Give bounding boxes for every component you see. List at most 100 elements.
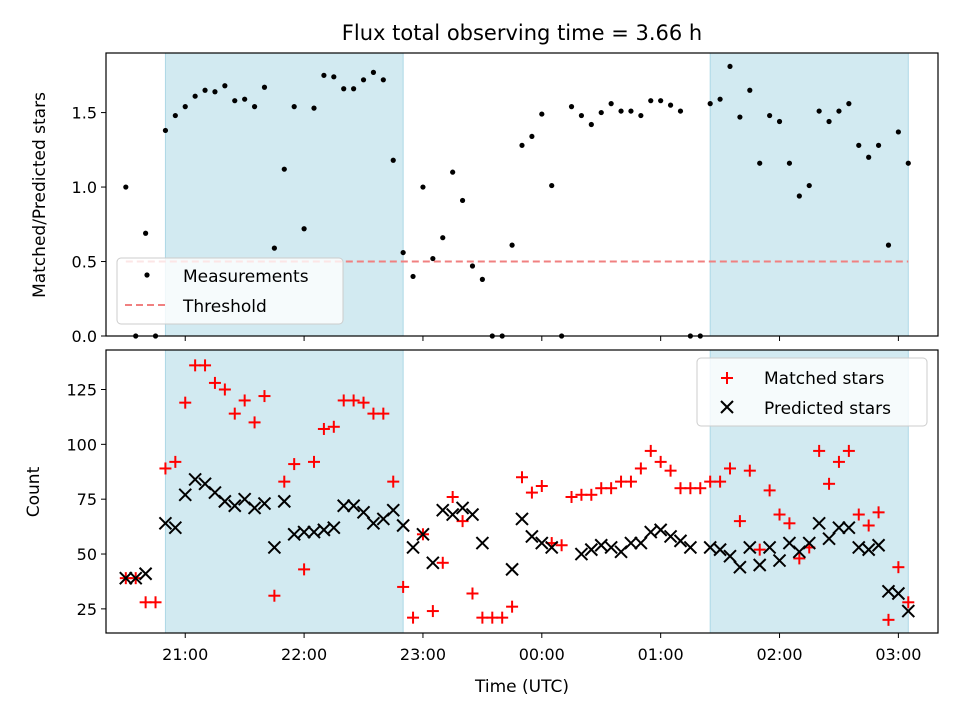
measurement-point: [539, 111, 545, 117]
ratio-panel: 0.0 0.5 1.0 1.5 Matched/Predicted stars Mea…: [30, 52, 939, 346]
predicted-star-point: [673, 534, 688, 548]
matched-star-point: [852, 508, 865, 521]
predicted-star-point: [901, 604, 915, 618]
predicted-star-point: [307, 525, 321, 539]
measurement-point: [638, 112, 644, 119]
measurement-point: [767, 112, 773, 119]
matched-star-point: [882, 613, 895, 626]
predicted-star-point: [584, 542, 599, 557]
measurement-point: [836, 108, 842, 114]
legend-measurements-label: Measurements: [183, 267, 309, 287]
measurement-point: [737, 114, 743, 120]
matched-star-point: [644, 444, 657, 457]
top-plot-frame: [105, 52, 939, 337]
predicted-star-point: [753, 558, 767, 572]
predicted-star-point: [317, 523, 331, 537]
measurement-point: [648, 98, 654, 104]
predicted-star-point: [881, 584, 896, 599]
measurement-point: [658, 98, 664, 104]
matched-star-point: [585, 488, 598, 501]
predicted-star-point: [129, 571, 143, 585]
measurement-point: [222, 83, 228, 89]
measurement-point: [341, 86, 347, 92]
measurement-point: [370, 69, 377, 75]
matched-star-point: [634, 462, 647, 475]
matched-star-point: [525, 486, 538, 499]
matched-star-point: [238, 394, 251, 407]
measurement-point: [459, 197, 466, 204]
predicted-star-point: [168, 520, 183, 535]
matched-star-point: [357, 396, 370, 409]
x-tick-label: 02:00: [756, 645, 802, 664]
y-tick-label: 75: [77, 490, 97, 509]
measurement-point: [123, 184, 129, 190]
measurement-point: [568, 104, 575, 110]
matched-star-point: [823, 477, 836, 490]
measurement-point: [786, 160, 793, 166]
predicted-star-point: [505, 562, 519, 577]
predicted-star-point: [386, 503, 400, 517]
matched-star-points: [119, 359, 915, 626]
matched-star-point: [208, 376, 221, 389]
measurement-point: [301, 226, 307, 232]
predicted-star-point: [733, 560, 747, 574]
bottom-legend-box: [696, 357, 928, 427]
predicted-star-point: [871, 538, 886, 552]
measurement-point: [707, 101, 713, 107]
matched-star-point: [466, 587, 479, 600]
matched-star-point: [565, 490, 578, 503]
matched-star-point: [169, 455, 182, 468]
measurement-point: [311, 105, 317, 111]
predicted-star-point: [545, 540, 559, 555]
matched-star-point: [436, 556, 449, 569]
measurement-point: [232, 98, 238, 104]
measurement-point: [667, 102, 674, 108]
measurement-point: [400, 249, 406, 256]
top-x-ticks: [184, 336, 899, 341]
legend-measurement-marker: [144, 272, 150, 278]
y-tick-label: 125: [66, 380, 97, 399]
matched-star-point: [456, 515, 469, 528]
x-tick-label: 03:00: [875, 645, 921, 664]
measurement-point: [192, 93, 198, 99]
measurement-point: [618, 108, 624, 114]
predicted-star-point: [604, 540, 618, 555]
predicted-star-point: [772, 553, 787, 568]
predicted-star-point: [188, 472, 202, 487]
matched-star-point: [387, 475, 400, 488]
measurement-point: [450, 169, 456, 175]
predicted-star-point: [455, 501, 470, 515]
measurement-point: [905, 160, 911, 166]
predicted-star-point: [356, 505, 371, 520]
matched-star-point: [327, 420, 340, 433]
predicted-star-point: [366, 516, 381, 531]
matched-star-point: [743, 464, 756, 477]
measurement-point: [796, 193, 802, 199]
predicted-star-point: [891, 586, 906, 601]
measurement-point: [757, 160, 763, 166]
predicted-star-point: [861, 542, 876, 557]
predicted-star-point: [802, 536, 816, 550]
matched-star-point: [902, 596, 915, 609]
predicted-star-point: [822, 531, 836, 546]
predicted-star-point: [832, 520, 846, 535]
predicted-star-point: [594, 538, 608, 552]
predicted-star-point: [475, 536, 490, 550]
matched-star-point: [516, 471, 528, 484]
predicted-star-point: [812, 516, 826, 531]
matched-star-point: [446, 490, 459, 503]
matched-star-point: [288, 458, 301, 471]
measurement-point: [469, 263, 476, 269]
legend-threshold-label: Threshold: [182, 297, 267, 317]
matched-star-point: [664, 464, 677, 477]
matched-star-point: [783, 517, 796, 530]
predicted-star-point: [445, 507, 460, 522]
matched-star-point: [842, 444, 855, 457]
matched-star-point: [892, 561, 905, 574]
measurement-point: [875, 142, 882, 148]
predicted-star-point: [119, 571, 133, 585]
matched-star-point: [733, 515, 746, 528]
legend-matched-marker: [721, 372, 733, 384]
matched-star-point: [149, 596, 162, 609]
matched-star-point: [832, 455, 845, 468]
